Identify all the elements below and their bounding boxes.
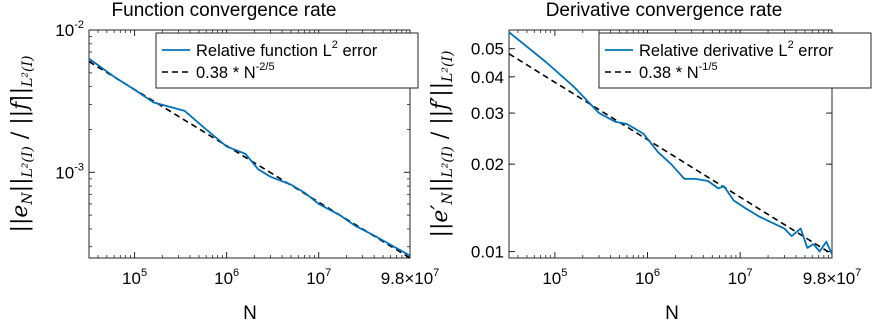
y-tick-label: 0.05 xyxy=(471,40,504,59)
plot-area: 105 106 107 9.8×107 0.01 0.02 0.03 0.04 0.05 Rela… xyxy=(471,29,872,288)
legend-label: Relative function L2 error xyxy=(196,39,378,60)
derivative-convergence-panel: Derivative convergence rate ||e′N||L²(I)… xyxy=(428,0,872,324)
legend-box xyxy=(155,32,419,89)
chart-title: Derivative convergence rate xyxy=(546,0,783,21)
svg-text:||e′N||L²(I) / ||f′||L²(I): ||e′N||L²(I) / ||f′||L²(I) xyxy=(428,51,456,238)
x-tick-label: 106 xyxy=(635,267,660,288)
y-tick-label: 0.03 xyxy=(471,104,504,123)
legend-box xyxy=(598,32,872,89)
legend-label: Relative derivative L2 error xyxy=(639,39,834,60)
series-group xyxy=(89,57,410,258)
x-tick-label: 107 xyxy=(306,267,331,288)
x-tick-label: 105 xyxy=(542,267,567,288)
x-tick-label: 106 xyxy=(214,267,239,288)
y-tick-label: 0.04 xyxy=(471,68,504,87)
x-axis-label: N xyxy=(243,303,257,324)
function-convergence-panel: Function convergence rate ||eN||L²(I) / … xyxy=(8,0,439,324)
x-axis-label: N xyxy=(665,303,679,324)
legend-label: 0.38 * N-2/5 xyxy=(196,61,275,82)
error-line xyxy=(509,31,832,255)
legend-label: 0.38 * N-1/5 xyxy=(639,61,718,82)
axes-box xyxy=(508,29,833,259)
error-line xyxy=(89,57,410,257)
x-tick-label: 9.8×107 xyxy=(381,267,440,288)
fit-line xyxy=(509,53,832,255)
chart-title: Function convergence rate xyxy=(112,0,337,21)
y-tick-label: 10-3 xyxy=(55,161,84,182)
x-tick-label: 105 xyxy=(122,267,147,288)
series-group xyxy=(509,31,832,255)
y-tick-label: 0.01 xyxy=(471,243,504,262)
y-tick-label: 0.02 xyxy=(471,155,504,174)
axes-box xyxy=(88,29,411,259)
plot-area: 105 106 107 9.8×107 10-2 10-3 Relative functio… xyxy=(55,19,439,288)
svg-text:||eN||L²(I) / ||f||L²(I): ||eN||L²(I) / ||f||L²(I) xyxy=(8,56,36,233)
y-axis-label: ||eN||L²(I) / ||f||L²(I) xyxy=(8,56,36,233)
y-tick-label: 10-2 xyxy=(55,19,84,40)
x-tick-label: 9.8×107 xyxy=(803,267,862,288)
y-axis-label: ||e′N||L²(I) / ||f′||L²(I) xyxy=(428,51,456,238)
x-tick-label: 107 xyxy=(728,267,753,288)
